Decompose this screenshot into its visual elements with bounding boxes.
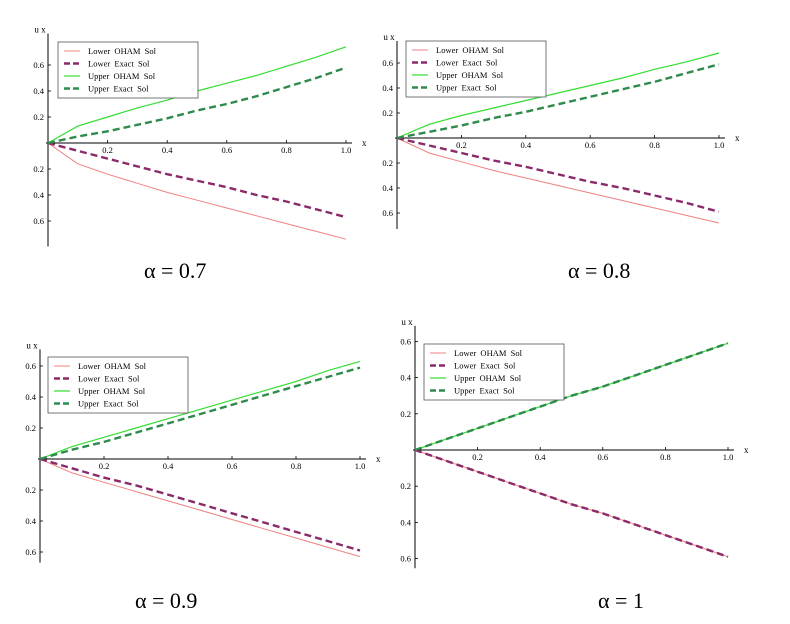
y-tick-label: 0.6 xyxy=(25,547,36,557)
caption-panel-2: α = 0.8 xyxy=(568,258,631,283)
legend-label: Upper OHAM Sol xyxy=(88,71,156,81)
series-line-2 xyxy=(39,457,361,552)
caption-panel-1: α = 0.7 xyxy=(144,258,207,283)
x-axis-label: x xyxy=(376,454,381,464)
series-line-3 xyxy=(396,52,720,139)
legend-label: Lower OHAM Sol xyxy=(436,45,505,55)
x-tick-label: 0.2 xyxy=(456,140,467,150)
series-line-2 xyxy=(414,448,729,558)
x-axis-label: x xyxy=(735,133,740,143)
y-tick-label: 0.6 xyxy=(25,361,36,371)
x-tick-label: 0.4 xyxy=(520,140,531,150)
x-tick-label: 0.6 xyxy=(221,145,232,155)
legend-box xyxy=(57,41,199,99)
x-tick-label: 1.0 xyxy=(723,452,734,462)
x-tick-label: 0.8 xyxy=(649,140,660,150)
x-axis-label: x xyxy=(362,138,367,148)
series-line-2 xyxy=(47,141,347,219)
legend-box xyxy=(423,343,565,401)
y-axis-label: u x xyxy=(26,340,38,350)
y-tick-label: 0.2 xyxy=(400,481,411,491)
x-tick-label: 0.8 xyxy=(660,452,671,462)
y-tick-label: 0.2 xyxy=(33,112,44,122)
series-line-4 xyxy=(414,342,729,452)
series-line-1 xyxy=(47,142,347,240)
y-tick-label: 0.4 xyxy=(382,83,393,93)
series-line-4 xyxy=(39,366,361,461)
series-line-1 xyxy=(396,137,720,224)
legend-label: Upper Exact Sol xyxy=(88,84,149,94)
legend: Lower OHAM Sol Lower Exact Sol Upper OHAM … xyxy=(47,356,189,414)
legend-label: Upper OHAM Sol xyxy=(436,70,504,80)
x-tick-label: 0.2 xyxy=(472,452,483,462)
legend-box xyxy=(47,356,189,414)
legend-label: Lower Exact Sol xyxy=(78,374,140,384)
y-axis-label: u x xyxy=(383,32,395,42)
x-tick-label: 0.8 xyxy=(291,461,302,471)
y-tick-label: 0.6 xyxy=(33,216,44,226)
x-tick-label: 0.4 xyxy=(163,461,174,471)
legend: Lower OHAM Sol Lower Exact Sol Upper OHAM … xyxy=(57,41,199,99)
y-tick-label: 0.6 xyxy=(382,208,393,218)
series-line-3 xyxy=(39,360,361,460)
series-line-2 xyxy=(396,136,720,213)
y-tick-label: 0.6 xyxy=(382,58,393,68)
legend-label: Upper OHAM Sol xyxy=(78,386,146,396)
y-tick-label: 0.4 xyxy=(382,183,393,193)
caption-panel-3: α = 0.9 xyxy=(135,588,198,613)
y-tick-label: 0.2 xyxy=(382,158,393,168)
x-tick-label: 1.0 xyxy=(341,145,352,155)
chart-panel-3: u x x 0.2 0.4 0.6 0.8 1.0 0.2 0.4 0.6 0.2 0.4 0.6 Low… xyxy=(25,340,381,563)
legend-label: Lower OHAM Sol xyxy=(78,361,147,371)
x-tick-label: 1.0 xyxy=(355,461,366,471)
legend-label: Upper Exact Sol xyxy=(454,386,515,396)
legend-label: Upper Exact Sol xyxy=(78,399,139,409)
x-tick-label: 0.4 xyxy=(162,145,173,155)
legend-label: Upper Exact Sol xyxy=(436,83,497,93)
y-tick-label: 0.4 xyxy=(33,86,44,96)
y-tick-label: 0.6 xyxy=(400,336,411,346)
legend-label: Upper OHAM Sol xyxy=(454,373,522,383)
x-tick-label: 0.6 xyxy=(597,452,608,462)
chart-panel-4: u x x 0.2 0.4 0.6 0.8 1.0 0.2 0.4 0.6 0.2 0.4 0.6 Low… xyxy=(400,317,749,569)
x-tick-label: 0.2 xyxy=(102,145,113,155)
x-tick-label: 0.2 xyxy=(99,461,110,471)
y-tick-label: 0.2 xyxy=(25,485,36,495)
y-tick-label: 0.2 xyxy=(400,409,411,419)
y-tick-label: 0.2 xyxy=(25,423,36,433)
legend-label: Lower Exact Sol xyxy=(436,58,498,68)
y-tick-label: 0.4 xyxy=(33,190,44,200)
y-axis-label: u x xyxy=(34,25,46,35)
y-axis-label: u x xyxy=(401,317,413,327)
legend-label: Lower Exact Sol xyxy=(88,59,150,69)
caption-panel-4: α = 1 xyxy=(598,588,644,613)
y-tick-label: 0.4 xyxy=(25,516,36,526)
legend: Lower OHAM Sol Lower Exact Sol Upper OHAM … xyxy=(405,40,547,98)
y-tick-label: 0.6 xyxy=(400,554,411,564)
chart-panel-1: u x x 0.2 0.4 0.6 0.8 1.0 0.2 0.4 0.6 0.2 0.4 0.6 Low… xyxy=(33,25,367,247)
legend-label: Lower OHAM Sol xyxy=(88,46,157,56)
series-line-1 xyxy=(39,458,361,558)
legend-label: Lower Exact Sol xyxy=(454,361,516,371)
x-tick-label: 0.6 xyxy=(585,140,596,150)
legend-label: Lower OHAM Sol xyxy=(454,348,523,358)
y-tick-label: 0.4 xyxy=(400,517,411,527)
x-tick-label: 0.8 xyxy=(281,145,292,155)
chart-panel-2: u x x 0.2 0.4 0.6 0.8 1.0 0.2 0.4 0.6 0.2 0.4 0.6 Low… xyxy=(382,32,740,229)
x-axis-label: x xyxy=(744,445,749,455)
y-tick-label: 0.2 xyxy=(33,164,44,174)
series-line-4 xyxy=(47,66,347,145)
x-tick-label: 0.4 xyxy=(535,452,546,462)
y-tick-label: 0.4 xyxy=(25,392,36,402)
y-tick-label: 0.2 xyxy=(382,108,393,118)
legend-box xyxy=(405,40,547,98)
x-tick-label: 0.6 xyxy=(227,461,238,471)
x-tick-label: 1.0 xyxy=(714,140,725,150)
y-tick-label: 0.4 xyxy=(400,373,411,383)
y-tick-label: 0.6 xyxy=(33,60,44,70)
legend: Lower OHAM Sol Lower Exact Sol Upper OHAM … xyxy=(423,343,565,401)
